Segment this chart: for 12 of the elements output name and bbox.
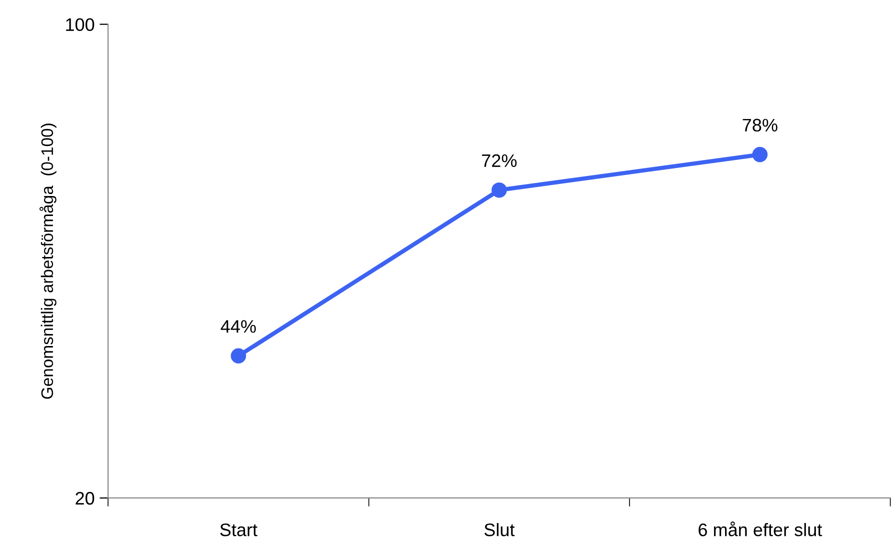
x-tick-label: Start (220, 523, 258, 536)
y-axis-title: Genomsnittlig arbetsförmåga (0-100) (40, 124, 56, 399)
y-tick-label: 100 (66, 18, 94, 32)
data-label: 78% (742, 118, 778, 132)
point (230, 348, 246, 364)
data-label: 44% (220, 320, 256, 333)
y-tick-label: 20 (76, 492, 94, 505)
point (492, 182, 507, 198)
point (752, 146, 768, 162)
x-tick-label: 6 mån efter slut (698, 522, 822, 536)
x-tick-label: Slut (484, 522, 515, 536)
data-label: 72% (482, 154, 517, 167)
